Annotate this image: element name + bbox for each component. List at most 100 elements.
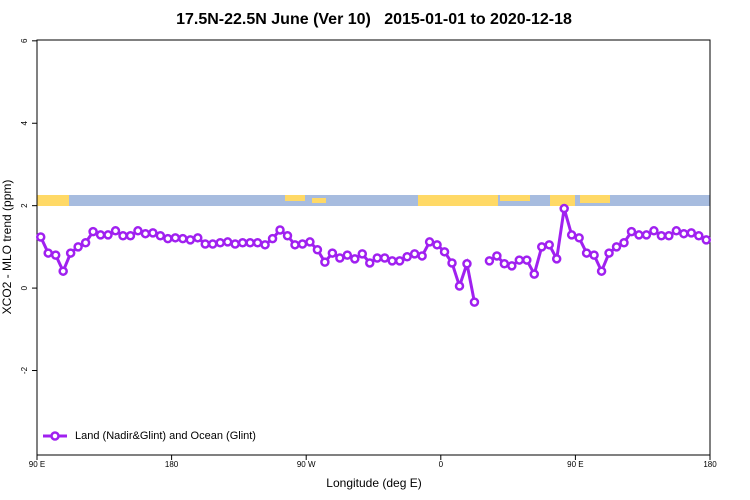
land-area — [418, 195, 498, 206]
data-point — [43, 248, 53, 258]
data-point — [372, 253, 382, 263]
x-tick-label: 180 — [165, 460, 179, 469]
data-point — [335, 253, 345, 263]
data-point — [103, 230, 113, 240]
data-point — [65, 248, 76, 258]
data-point — [305, 237, 315, 247]
data-point — [95, 230, 106, 240]
land-area — [500, 195, 530, 201]
data-point — [88, 226, 98, 237]
data-point — [551, 254, 562, 264]
data-point — [492, 251, 502, 261]
data-point — [611, 242, 622, 252]
data-point — [312, 245, 323, 255]
data-point — [163, 233, 173, 244]
y-tick-label: 0 — [20, 285, 29, 290]
data-point — [656, 231, 667, 241]
y-tick-label: 6 — [20, 38, 29, 43]
land-area — [285, 195, 305, 201]
land-area — [580, 195, 610, 203]
data-point — [439, 247, 450, 257]
data-point — [290, 240, 300, 250]
x-tick-label: 180 — [703, 460, 717, 469]
data-point — [589, 250, 599, 260]
data-point — [402, 252, 412, 262]
data-point — [581, 248, 592, 258]
data-point — [80, 238, 91, 248]
data-point — [694, 231, 704, 241]
data-point — [686, 228, 697, 238]
data-point — [215, 238, 225, 248]
data-point — [537, 242, 547, 252]
data-point — [424, 237, 435, 247]
data-point — [619, 238, 629, 248]
data-point — [469, 297, 480, 307]
data-point — [649, 226, 659, 236]
data-point — [58, 266, 68, 276]
data-point — [679, 228, 689, 239]
data-point — [267, 233, 278, 244]
land-area — [37, 195, 69, 206]
data-point — [484, 256, 495, 266]
data-point — [170, 233, 181, 243]
data-point — [207, 239, 218, 249]
data-point — [200, 239, 210, 249]
data-point — [544, 240, 554, 250]
data-point — [260, 240, 270, 250]
legend-label: Land (Nadir&Glint) and Ocean (Glint) — [75, 430, 256, 442]
data-point — [110, 226, 121, 236]
data-point — [417, 251, 427, 261]
data-point — [387, 256, 397, 266]
chart-title: 17.5N-22.5N June (Ver 10) 2015-01-01 to … — [176, 11, 572, 28]
data-point — [357, 249, 368, 259]
data-point — [409, 249, 420, 259]
data-point — [35, 232, 46, 242]
data-point — [50, 250, 61, 260]
data-point — [73, 242, 83, 252]
data-point — [507, 261, 517, 271]
x-tick-label: 90 W — [297, 460, 316, 469]
land-area — [312, 198, 326, 203]
data-point — [701, 235, 712, 245]
data-point — [634, 230, 644, 240]
y-tick-label: 2 — [20, 203, 29, 208]
data-point — [230, 239, 240, 249]
plot-frame — [36, 39, 711, 456]
data-point — [350, 254, 360, 264]
data-point — [559, 203, 569, 214]
data-point — [327, 248, 338, 258]
data-point — [193, 233, 203, 243]
land-area — [550, 195, 575, 206]
data-point — [596, 266, 607, 276]
x-tick-label: 90 E — [29, 460, 45, 469]
data-point — [522, 255, 532, 265]
data-point — [237, 238, 248, 248]
data-point — [671, 226, 682, 236]
data-point — [447, 258, 457, 268]
data-point — [454, 281, 465, 291]
data-point — [664, 231, 674, 241]
data-point — [566, 230, 577, 240]
data-point — [252, 238, 263, 248]
data-point — [626, 226, 637, 237]
data-point — [140, 228, 151, 239]
x-axis-label: Longitude (deg E) — [326, 476, 421, 490]
data-point — [342, 250, 353, 260]
data-point — [185, 235, 196, 245]
data-point — [282, 231, 293, 241]
data-point — [133, 226, 143, 236]
data-point — [641, 230, 652, 240]
x-tick-label: 90 E — [567, 460, 583, 469]
land-ocean-strip — [37, 195, 710, 206]
y-tick-label: -2 — [20, 366, 29, 374]
x-tick-label: 0 — [439, 460, 444, 469]
data-point — [148, 228, 158, 238]
data-point — [320, 257, 330, 267]
ocean-band — [37, 195, 710, 206]
data-point — [155, 231, 166, 241]
data-point — [125, 231, 136, 241]
data-point — [529, 269, 540, 279]
data-point — [604, 248, 614, 258]
data-point — [365, 258, 375, 268]
